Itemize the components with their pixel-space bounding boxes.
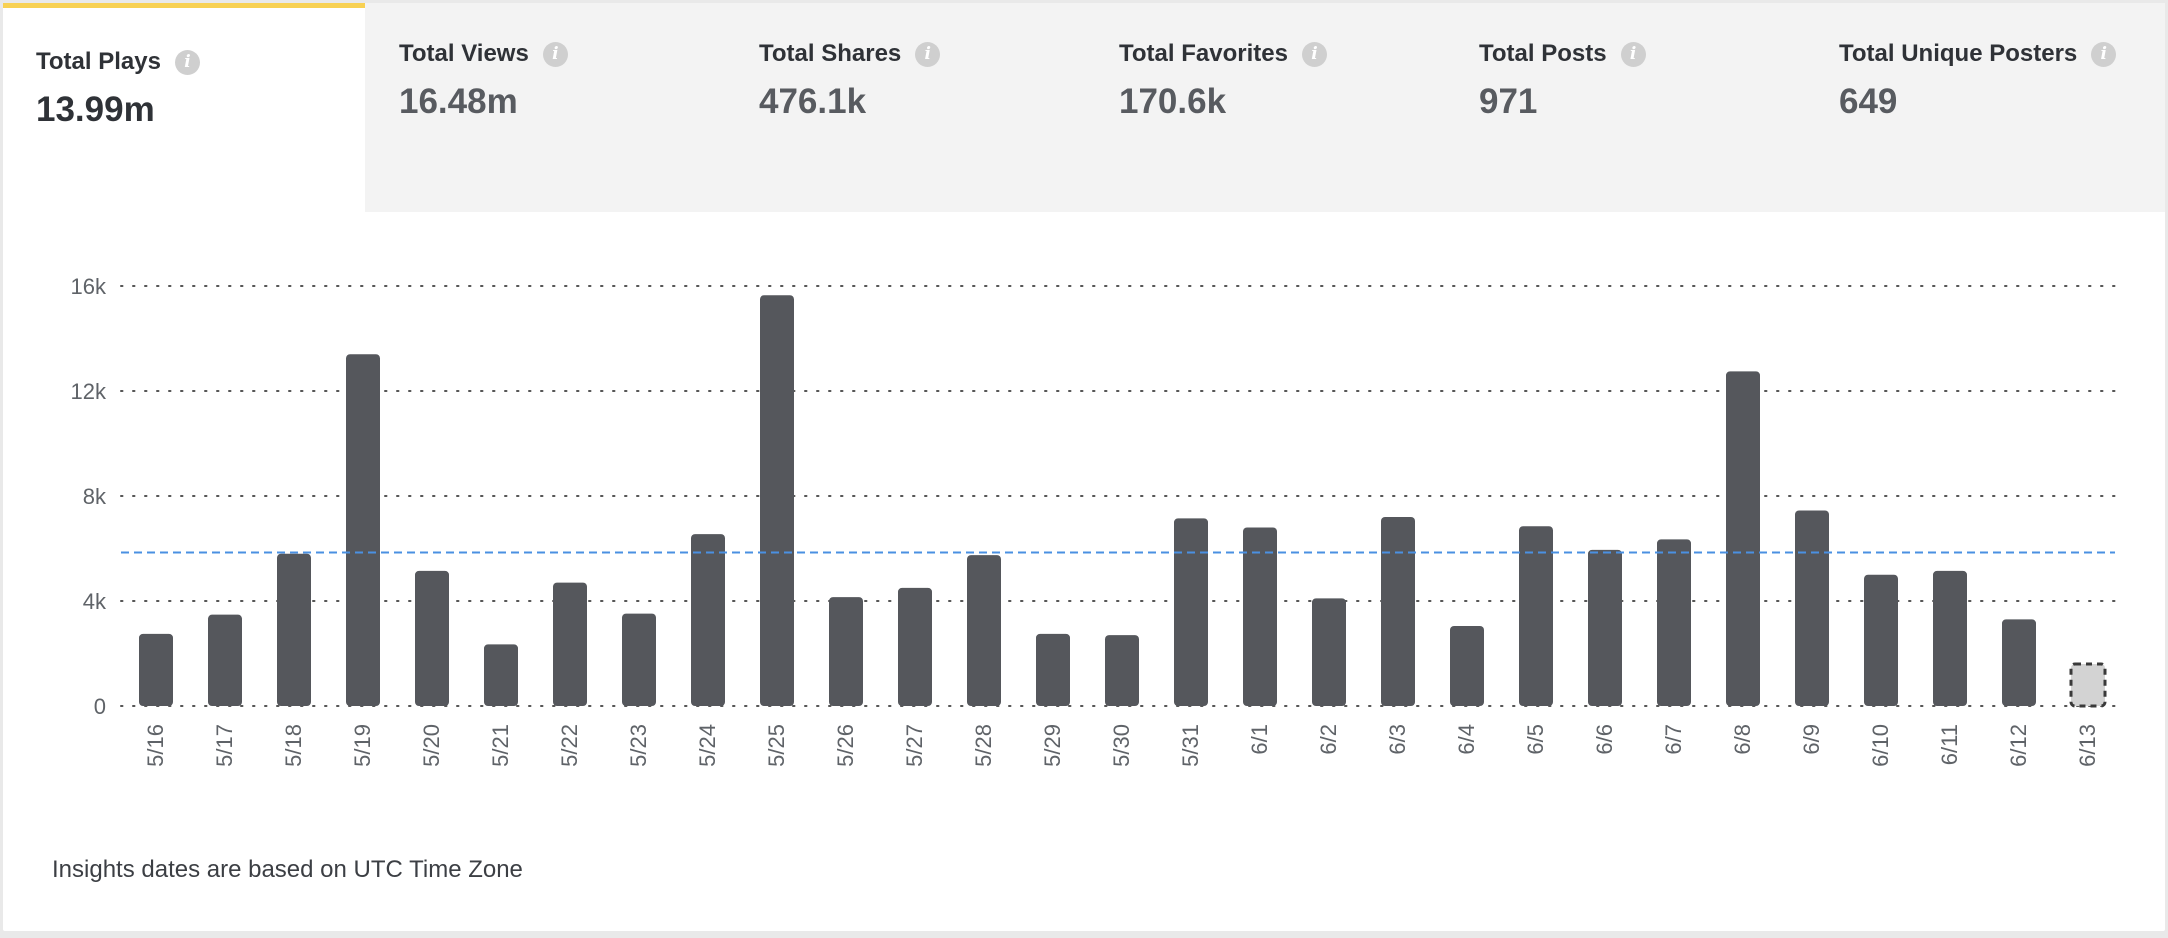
bar[interactable] [277, 553, 311, 706]
info-icon[interactable]: i [2091, 41, 2117, 67]
bar[interactable] [1588, 549, 1622, 706]
bar[interactable] [1864, 574, 1898, 706]
info-icon[interactable]: i [542, 41, 568, 67]
tab-value: 16.48m [399, 82, 518, 121]
bar[interactable] [691, 534, 725, 706]
x-tick-label: 6/3 [1385, 724, 1410, 755]
tab-label: Total Posts i [1479, 40, 1646, 68]
x-tick-label: 6/12 [2006, 724, 2031, 767]
bar[interactable] [1795, 510, 1829, 706]
bar[interactable] [829, 597, 863, 706]
tab-label: Total Unique Posters i [1839, 40, 2117, 68]
plays-chart: 0 4k 8k 12k 16k 5/16 5/17 5/18 5/19 5/20 5/21 5/22 5… [3, 212, 2165, 812]
bar[interactable] [898, 587, 932, 706]
bar-chart: 0 4k 8k 12k 16k 5/16 5/17 5/18 5/19 5/20 5/21 5/22 5… [71, 274, 2116, 767]
tab-label: Total Views i [399, 40, 568, 68]
x-tick-label: 5/29 [1040, 724, 1065, 767]
bar[interactable] [1312, 598, 1346, 706]
bar[interactable] [967, 555, 1001, 706]
y-tick-label: 16k [71, 274, 107, 299]
tab-total-shares[interactable]: Total Shares i 476.1k [725, 3, 1085, 212]
bar[interactable] [415, 570, 449, 706]
tab-label: Total Favorites i [1119, 40, 1327, 68]
x-tick-label: 6/2 [1316, 724, 1341, 755]
tab-label-text: Total Posts [1479, 40, 1607, 67]
tab-total-plays[interactable]: Total Plays i 13.99m [3, 3, 365, 218]
x-tick-label: 5/19 [350, 724, 375, 767]
x-tick-label: 5/20 [419, 724, 444, 767]
x-tick-label: 5/23 [626, 724, 651, 767]
tab-total-views[interactable]: Total Views i 16.48m [365, 3, 725, 212]
tab-label: Total Plays i [36, 48, 200, 76]
x-tick-label: 5/21 [488, 724, 513, 767]
bar[interactable] [139, 633, 173, 706]
insights-panel: Total Plays i 13.99m Total Views i 16.48… [3, 3, 2165, 931]
info-icon[interactable]: i [1620, 41, 1646, 67]
x-tick-label: 6/5 [1523, 724, 1548, 755]
tab-value: 476.1k [759, 82, 867, 121]
tab-label: Total Shares i [759, 40, 941, 68]
bar[interactable] [622, 613, 656, 706]
tab-value: 649 [1839, 82, 1898, 121]
x-tick-label: 6/9 [1799, 724, 1824, 755]
timezone-footnote: Insights dates are based on UTC Time Zon… [52, 856, 523, 883]
tab-value: 13.99m [36, 90, 155, 129]
metric-tabs: Total Plays i 13.99m Total Views i 16.48… [3, 3, 2165, 218]
tab-total-posts[interactable]: Total Posts i 971 [1445, 3, 1805, 212]
bar[interactable] [1519, 526, 1553, 706]
x-tick-label: 6/11 [1937, 724, 1962, 765]
x-tick-label: 6/7 [1661, 724, 1686, 755]
x-tick-label: 5/31 [1178, 724, 1203, 767]
x-tick-label: 5/18 [281, 724, 306, 767]
bar[interactable] [760, 295, 794, 706]
x-tick-label: 5/30 [1109, 724, 1134, 767]
tab-label-text: Total Unique Posters [1839, 40, 2078, 67]
bar[interactable] [2002, 619, 2036, 706]
x-tick-label: 5/25 [764, 724, 789, 767]
bar[interactable] [1243, 527, 1277, 707]
x-tick-label: 5/27 [902, 724, 927, 767]
bar[interactable] [1036, 633, 1070, 706]
tab-label-text: Total Plays [36, 48, 161, 75]
tab-value: 170.6k [1119, 82, 1227, 121]
x-tick-label: 6/1 [1247, 724, 1272, 755]
bar[interactable] [484, 644, 518, 706]
x-tick-label: 5/17 [212, 724, 237, 767]
x-tick-label: 6/6 [1592, 724, 1617, 755]
bar[interactable] [1933, 570, 1967, 706]
x-tick-label: 5/24 [695, 724, 720, 767]
x-tick-label: 6/8 [1730, 724, 1755, 755]
tab-label-text: Total Favorites [1119, 40, 1288, 67]
x-tick-label: 6/4 [1454, 724, 1479, 755]
y-tick-label: 8k [83, 484, 107, 509]
y-tick-label: 0 [94, 694, 106, 719]
x-tick-label: 5/28 [971, 724, 996, 767]
pending-bar[interactable] [2069, 662, 2107, 708]
bar[interactable] [1657, 539, 1691, 706]
y-tick-label: 12k [71, 379, 107, 404]
x-tick-label: 6/13 [2075, 724, 2100, 767]
bar[interactable] [208, 614, 242, 706]
x-tick-label: 5/26 [833, 724, 858, 767]
tab-label-text: Total Shares [759, 40, 902, 67]
bar[interactable] [1726, 371, 1760, 706]
tab-total-unique-posters[interactable]: Total Unique Posters i 649 [1805, 3, 2165, 212]
bar[interactable] [553, 582, 587, 706]
bar[interactable] [346, 354, 380, 706]
bar[interactable] [1174, 518, 1208, 706]
bar[interactable] [1450, 625, 1484, 706]
tab-total-favorites[interactable]: Total Favorites i 170.6k [1085, 3, 1445, 212]
tab-value: 971 [1479, 82, 1538, 121]
info-icon[interactable]: i [1301, 41, 1327, 67]
info-icon[interactable]: i [915, 41, 941, 67]
tab-label-text: Total Views [399, 40, 529, 67]
y-tick-label: 4k [83, 589, 107, 614]
bar[interactable] [1381, 517, 1415, 706]
bar[interactable] [1105, 635, 1139, 706]
x-tick-label: 6/10 [1868, 724, 1893, 767]
info-icon[interactable]: i [174, 49, 200, 75]
x-tick-label: 5/16 [143, 724, 168, 767]
x-tick-label: 5/22 [557, 724, 582, 767]
